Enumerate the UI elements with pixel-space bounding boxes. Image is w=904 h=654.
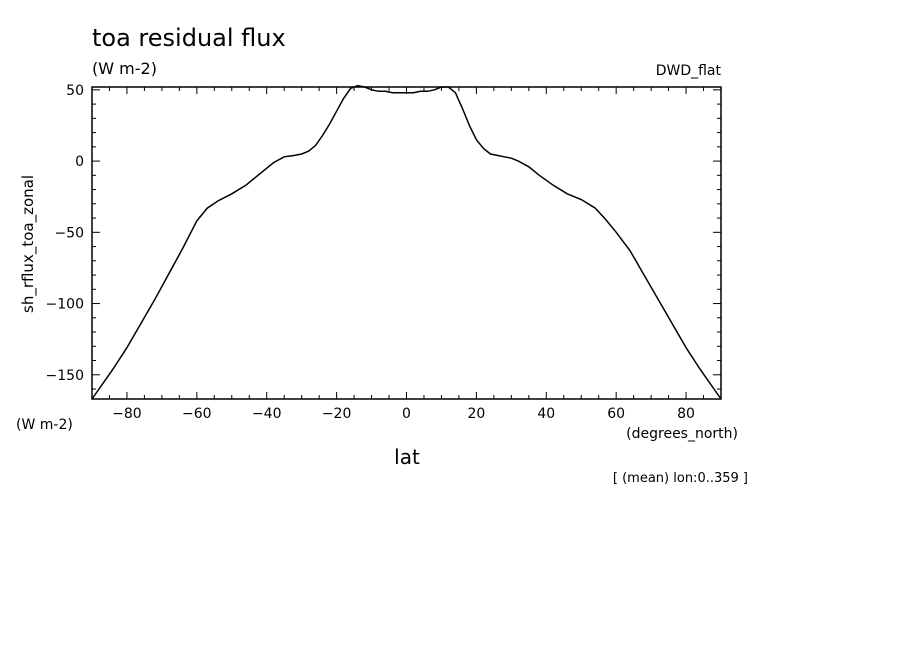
y-tick-label: −50 [54,225,84,241]
x-tick-label: −80 [112,406,142,422]
x-tick-label: −60 [182,406,212,422]
footnote: [ (mean) lon:0..359 ] [613,471,748,486]
axis-ticks [91,87,722,399]
chart-title: toa residual flux [92,24,286,52]
y-axis-units: (W m-2) [16,417,73,433]
x-tick-label: −40 [252,406,282,422]
x-tick-label: 40 [537,406,555,422]
series-line [91,84,722,400]
y-tick-label: 0 [75,154,84,170]
y-tick-labels: −150 −100 −50 0 50 [46,83,84,384]
x-tick-label: 60 [607,406,625,422]
x-tick-label: 20 [467,406,485,422]
x-tick-label: −20 [322,406,352,422]
x-tick-label: 0 [402,406,411,422]
y-tick-label: 50 [66,83,84,99]
x-axis-units: (degrees_north) [626,426,738,442]
x-tick-label: 80 [677,406,695,422]
y-tick-label: −150 [46,368,84,384]
chart-units: (W m-2) [92,59,157,78]
y-tick-label: −100 [46,297,84,313]
plot-frame [91,86,722,400]
y-axis-label: sh_rflux_toa_zonal [19,175,38,313]
source-label: DWD_flat [656,63,722,79]
x-axis-label: lat [394,445,420,469]
x-tick-labels: −80 −60 −40 −20 0 20 40 60 80 [112,406,695,422]
